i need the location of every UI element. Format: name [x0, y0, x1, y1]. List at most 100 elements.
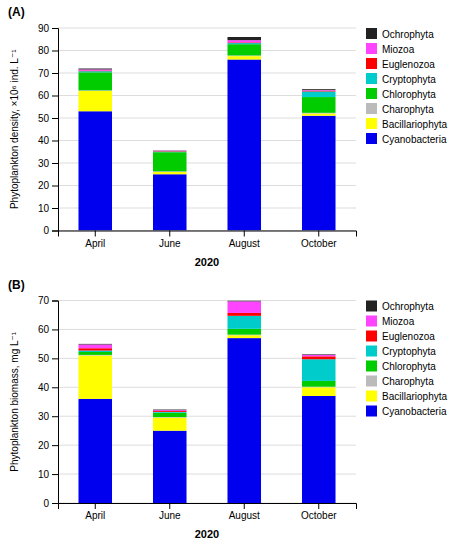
x-tick: October	[301, 231, 337, 249]
grid-line	[58, 329, 356, 330]
legend-item: Charophyta	[366, 103, 434, 115]
bar-segment	[302, 89, 336, 91]
x-tick-label: August	[229, 510, 260, 521]
x-tick-label: October	[301, 510, 337, 521]
legend-item: Ochrophyta	[366, 28, 434, 40]
y-axis-title: Phytoplankton density, ×10⁶ ind. L⁻¹	[9, 49, 20, 209]
y-tick: 30	[38, 158, 58, 169]
x-tick-label: October	[301, 238, 337, 249]
legend-swatch	[366, 391, 377, 402]
bar-segment	[153, 150, 187, 151]
legend-item: Cyanobacteria	[366, 133, 447, 145]
bars	[78, 37, 335, 231]
series	[78, 313, 335, 412]
bar-segment	[78, 399, 112, 503]
bar-segment	[78, 111, 112, 230]
bar-segment	[227, 43, 261, 44]
x-tick: April	[85, 503, 105, 521]
bar-segment	[227, 301, 261, 302]
bar-segment	[302, 90, 336, 92]
legend-swatch	[366, 301, 377, 312]
legend-label: Cryptophyta	[382, 346, 436, 357]
legend-label: Cryptophyta	[382, 74, 436, 85]
x-axis-title: 2020	[195, 256, 219, 268]
x-tick-mark	[244, 503, 245, 509]
legend: OchrophytaMiozoaEuglenozoaCryptophytaChl…	[366, 301, 447, 418]
bar-segment	[153, 431, 187, 503]
y-tick-label: 20	[38, 440, 50, 451]
legend-item: Chlorophyta	[366, 88, 436, 100]
y-tick: 10	[38, 203, 58, 214]
legend-swatch	[366, 331, 377, 342]
legend-swatch	[366, 28, 377, 39]
x-axis-line	[59, 231, 357, 237]
y-tick-mark	[52, 73, 58, 74]
y-tick: 0	[43, 498, 58, 509]
y-tick: 70	[38, 295, 58, 306]
y-axis: 0 10 20 30 40 50 60 70	[38, 295, 59, 509]
bar-segment	[153, 151, 187, 153]
y-axis-title: Phytoplankton biomass, mg L⁻¹	[9, 331, 20, 471]
legend-label: Chlorophyta	[382, 89, 436, 100]
x-tick-mark	[318, 503, 319, 509]
legend-label: Cyanobacteria	[382, 134, 447, 145]
bar-segment	[302, 359, 336, 381]
x-tick: August	[229, 231, 260, 249]
legend-swatch	[366, 316, 377, 327]
y-tick-mark	[52, 186, 58, 187]
grid-line	[58, 300, 356, 301]
bar-segment	[153, 151, 187, 152]
y-tick: 40	[38, 382, 58, 393]
legend-item: Euglenozoa	[366, 331, 435, 343]
panel: 010203040506070AprilJuneAugustOctober202…	[8, 278, 447, 541]
y-tick-label: 50	[38, 353, 50, 364]
bar-segment	[227, 37, 261, 40]
bars	[78, 301, 335, 504]
legend-item: Miozoa	[366, 316, 415, 328]
panel: 0102030405060708090AprilJuneAugustOctobe…	[8, 5, 447, 268]
bar-segment	[227, 313, 261, 316]
bar-segment	[227, 40, 261, 42]
x-tick-mark	[95, 503, 96, 509]
x-tick-mark	[318, 231, 319, 237]
grid-line	[58, 28, 356, 29]
y-tick-label: 10	[38, 469, 50, 480]
y-tick-label: 70	[38, 295, 50, 306]
series	[78, 60, 335, 231]
y-tick-mark	[52, 163, 58, 164]
legend-swatch	[366, 103, 377, 114]
legend-swatch	[366, 88, 377, 99]
series	[78, 37, 335, 151]
y-tick-label: 60	[38, 324, 50, 335]
bar-segment	[302, 396, 336, 503]
y-tick-label: 60	[38, 90, 50, 101]
x-tick: June	[159, 231, 181, 249]
legend-item: Cryptophyta	[366, 346, 436, 358]
x-tick-mark	[95, 231, 96, 237]
bar-segment	[302, 356, 336, 359]
y-tick: 30	[38, 411, 58, 422]
y-tick: 0	[43, 225, 58, 236]
bar-segment	[153, 152, 187, 171]
y-tick: 50	[38, 353, 58, 364]
bar-segment	[227, 44, 261, 55]
y-tick-mark	[52, 503, 58, 504]
y-tick: 60	[38, 90, 58, 101]
legend-item: Cryptophyta	[366, 73, 436, 85]
grid	[58, 301, 356, 504]
x-tick: October	[301, 503, 337, 521]
series	[78, 42, 335, 151]
panel-title: (A)	[8, 5, 25, 19]
y-tick: 90	[38, 23, 58, 34]
y-tick-mark	[52, 358, 58, 359]
x-tick: August	[229, 503, 260, 521]
y-tick-label: 0	[43, 225, 49, 236]
legend-label: Ochrophyta	[382, 29, 434, 40]
series	[78, 335, 335, 430]
y-tick-mark	[52, 28, 58, 29]
bar-segment	[153, 411, 187, 413]
y-tick-label: 30	[38, 158, 50, 169]
x-tick: April	[85, 231, 105, 249]
bar-segment	[78, 91, 112, 111]
y-tick-label: 50	[38, 113, 50, 124]
